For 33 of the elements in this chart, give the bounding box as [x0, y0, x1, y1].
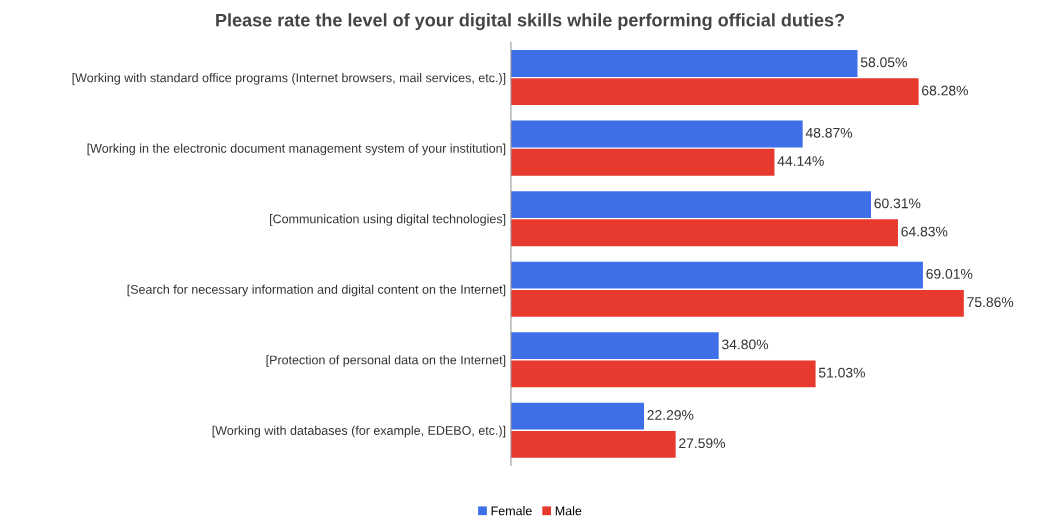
bar	[510, 191, 871, 218]
y-tick-label: [Search for necessary information and digital content on the Internet]	[127, 284, 506, 297]
bar	[510, 289, 964, 317]
bar	[510, 261, 923, 289]
data-label: 27.59%	[679, 438, 726, 449]
bar	[510, 430, 676, 458]
bar	[510, 120, 803, 148]
y-tick-label: [Working with standard office programs (Internet browsers, mail services, etc.)]	[72, 73, 506, 85]
data-label: 64.83%	[901, 226, 948, 237]
data-label: 69.01%	[926, 268, 973, 279]
data-label: 22.29%	[647, 410, 694, 420]
data-label: 68.28%	[922, 85, 968, 96]
bar	[510, 332, 719, 360]
data-label: 48.87%	[805, 127, 853, 138]
chart-title: Please rate the level of your digital skills while performing official duties?	[216, 13, 845, 31]
y-tick-label: [Protection of personal data on the Internet]	[266, 355, 506, 367]
data-label: 34.80%	[721, 339, 769, 350]
bar	[510, 219, 898, 247]
data-label: 44.14%	[777, 156, 824, 166]
y-tick-label: [Working with databases (for example, EDEBO, etc.)]	[212, 425, 506, 438]
bar	[510, 360, 816, 388]
bar	[510, 78, 919, 106]
legend-label: Female	[491, 506, 532, 516]
bar	[510, 50, 858, 77]
bar	[510, 148, 775, 176]
legend-label: Male	[555, 506, 582, 516]
y-tick-label: [Communication using digital technologies]	[270, 214, 506, 226]
data-label: 58.05%	[860, 57, 907, 68]
data-label: 75.86%	[967, 297, 1014, 308]
data-label: 51.03%	[818, 367, 865, 378]
bar	[510, 402, 644, 430]
y-tick-label: [Working in the electronic document management system of your institution]	[87, 143, 506, 156]
data-label: 60.31%	[874, 198, 921, 209]
